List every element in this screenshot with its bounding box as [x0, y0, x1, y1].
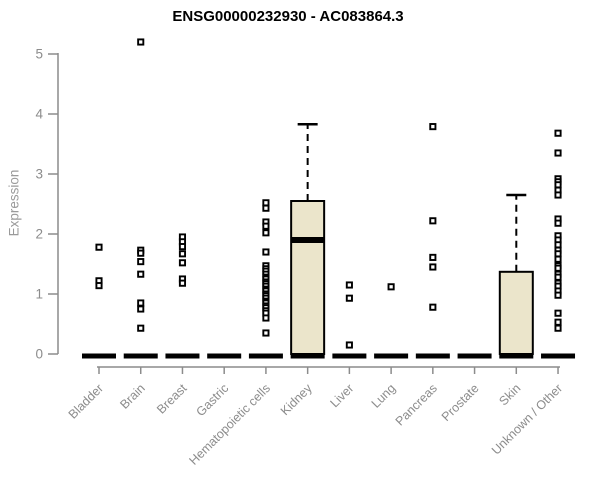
data-point-unknown-other: [554, 250, 562, 258]
x-tick-label-kidney: Kidney: [278, 381, 315, 418]
data-point-hematopoietic-cells: [262, 204, 270, 212]
data-point-hematopoietic-cells: [262, 248, 270, 256]
data-point-bladder: [95, 282, 103, 290]
x-tick-label-lung: Lung: [369, 381, 399, 411]
data-point-breast: [178, 250, 187, 258]
data-point-lung: [387, 283, 395, 291]
x-tick-label-bladder: Bladder: [66, 381, 106, 421]
data-point-hematopoietic-cells: [262, 314, 270, 322]
data-point-brain: [137, 305, 145, 313]
zero-median-bar-gastric: [207, 353, 242, 359]
data-point-unknown-other: [554, 241, 562, 249]
data-point-brain: [137, 38, 145, 46]
data-point-brain: [137, 299, 145, 307]
data-point-unknown-other: [554, 255, 562, 263]
x-tick-label-unknown-other: Unknown / Other: [489, 381, 565, 457]
data-point-unknown-other: [554, 273, 562, 281]
zero-median-bar-bladder: [82, 353, 116, 359]
data-point-unknown-other: [554, 291, 562, 299]
y-tick-label-3: 3: [35, 167, 43, 182]
chart-title: ENSG00000232930 - AC083864.3: [172, 8, 404, 25]
data-point-hematopoietic-cells: [262, 329, 270, 337]
zero-median-bar-kidney: [290, 353, 325, 359]
x-tick-label-prostate: Prostate: [439, 381, 482, 424]
data-point-unknown-other: [554, 309, 562, 317]
x-tick-label-liver: Liver: [327, 381, 356, 410]
data-point-pancreas: [429, 263, 437, 271]
zero-median-bar-prostate: [457, 353, 492, 359]
data-point-brain: [137, 324, 145, 332]
data-point-pancreas: [429, 303, 437, 311]
zero-median-bar-breast: [165, 353, 200, 359]
x-tick-label-pancreas: Pancreas: [393, 381, 440, 428]
data-point-brain: [137, 258, 145, 266]
data-point-breast: [178, 243, 187, 251]
x-tick-label-breast: Breast: [154, 381, 190, 417]
zero-median-bar-lung: [374, 353, 409, 359]
data-point-unknown-other: [554, 191, 562, 199]
x-tick-label-brain: Brain: [117, 381, 148, 412]
data-point-breast: [178, 279, 187, 287]
data-point-hematopoietic-cells: [262, 229, 270, 237]
data-point-pancreas: [429, 123, 437, 131]
x-tick-label-hematopoietic-cells: Hematopoietic cells: [186, 381, 273, 468]
y-tick-label-1: 1: [35, 287, 43, 302]
y-tick-label-4: 4: [35, 107, 43, 122]
zero-median-bar-liver: [332, 353, 367, 359]
data-point-unknown-other: [554, 181, 562, 189]
data-point-pancreas: [429, 217, 437, 225]
data-point-hematopoietic-cells: [262, 222, 270, 230]
x-tick-label-skin: Skin: [496, 381, 523, 408]
box-skin: [498, 270, 534, 355]
data-point-liver: [345, 294, 353, 302]
zero-median-bar-unknown-other: [541, 353, 576, 359]
zero-median-bar-hematopoietic-cells: [248, 353, 283, 359]
x-tick-label-gastric: Gastric: [193, 381, 231, 419]
data-point-unknown-other: [554, 149, 562, 157]
data-point-breast: [178, 259, 187, 267]
y-tick-label-2: 2: [35, 227, 43, 242]
zero-median-bar-pancreas: [415, 353, 450, 359]
data-point-brain: [137, 249, 145, 257]
data-point-liver: [345, 341, 353, 349]
data-point-pancreas: [429, 253, 437, 261]
data-point-unknown-other: [554, 324, 562, 332]
median-line-kidney: [291, 237, 325, 243]
data-point-unknown-other: [554, 264, 562, 272]
zero-median-bar-skin: [499, 353, 534, 359]
y-tick-label-5: 5: [35, 47, 43, 62]
data-point-unknown-other: [554, 219, 562, 227]
y-tick-label-0: 0: [35, 347, 43, 362]
data-point-bladder: [95, 243, 103, 251]
box-kidney: [290, 200, 326, 355]
zero-median-bar-brain: [123, 353, 158, 359]
data-point-unknown-other: [554, 318, 562, 326]
data-point-liver: [345, 281, 353, 289]
data-point-hematopoietic-cells: [262, 199, 270, 207]
data-point-unknown-other: [554, 129, 562, 137]
data-point-brain: [137, 270, 145, 278]
